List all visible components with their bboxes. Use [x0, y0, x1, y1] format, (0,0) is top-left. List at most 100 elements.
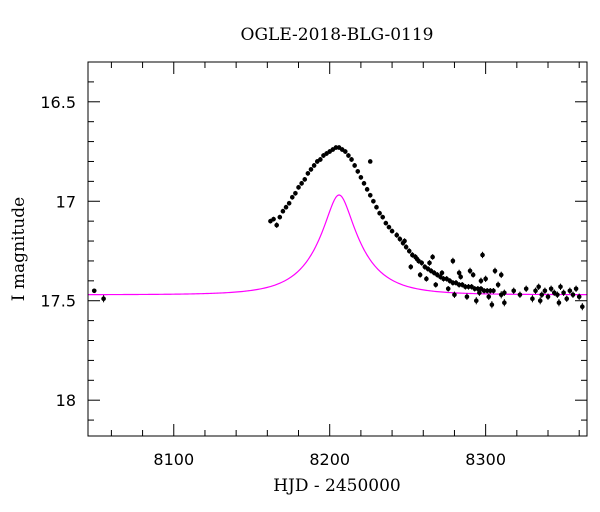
- data-point: [371, 198, 376, 204]
- data-point: [377, 210, 382, 216]
- axis-ticks: [88, 61, 587, 436]
- data-point: [383, 220, 389, 226]
- data-point: [311, 163, 317, 168]
- data-point: [277, 214, 283, 220]
- x-axis-label: HJD - 2450000: [273, 476, 401, 496]
- data-point: [389, 228, 395, 234]
- data-point: [555, 292, 560, 298]
- model-curve: [88, 194, 587, 296]
- data-point: [542, 288, 548, 294]
- data-point: [367, 159, 373, 164]
- data-point: [427, 260, 432, 266]
- data-point: [558, 284, 563, 290]
- data-point: [564, 296, 570, 302]
- data-point: [580, 304, 585, 309]
- data-point: [293, 190, 298, 196]
- data-point: [402, 238, 407, 244]
- data-point: [548, 286, 554, 292]
- data-point: [358, 175, 364, 180]
- data-point: [545, 294, 551, 300]
- x-tick-label: 8200: [309, 450, 350, 469]
- data-point: [101, 296, 106, 302]
- data-point: [380, 214, 386, 220]
- data-point: [283, 204, 289, 210]
- data-point: [492, 268, 498, 274]
- data-point: [445, 286, 451, 292]
- data-point: [296, 185, 301, 190]
- data-point: [570, 292, 576, 298]
- data-point: [561, 290, 566, 296]
- data-point: [533, 288, 538, 294]
- data-point: [502, 300, 507, 306]
- data-point: [567, 288, 573, 294]
- data-point: [305, 171, 311, 176]
- data-point: [450, 258, 456, 264]
- data-point: [470, 272, 476, 278]
- y-tick-label: 18: [56, 391, 76, 410]
- plot-frame: [87, 61, 588, 437]
- data-point: [464, 294, 470, 300]
- data-point: [352, 163, 357, 168]
- data-point: [318, 157, 323, 162]
- data-point: [536, 284, 541, 290]
- y-tick-label: 17.5: [40, 292, 76, 311]
- data-point: [361, 181, 367, 186]
- data-point: [517, 292, 523, 298]
- data-point: [478, 278, 484, 284]
- data-point: [573, 286, 579, 292]
- data-point: [537, 298, 543, 304]
- y-tick-label: 16.5: [40, 93, 76, 112]
- data-point: [355, 169, 361, 174]
- data-point: [480, 252, 485, 258]
- data-point: [439, 270, 445, 276]
- data-points: [91, 145, 585, 311]
- data-point: [456, 270, 462, 276]
- data-point: [419, 260, 425, 266]
- data-point: [346, 153, 351, 158]
- data-point: [523, 286, 529, 292]
- data-point: [414, 256, 420, 262]
- x-tick-label: 8300: [465, 450, 506, 469]
- data-point: [477, 290, 482, 296]
- data-point: [271, 216, 276, 222]
- chart-title: OGLE-2018-BLG-0119: [241, 25, 434, 45]
- data-point: [467, 268, 473, 274]
- data-point: [403, 244, 409, 250]
- axis-tick-labels: 8100 8200 8300 16.5 17 17.5 18: [40, 93, 506, 469]
- data-point: [397, 236, 403, 242]
- data-point: [511, 288, 517, 294]
- data-point: [342, 149, 348, 154]
- data-point: [299, 181, 304, 186]
- data-point: [452, 292, 457, 298]
- data-point: [491, 288, 496, 294]
- data-point: [349, 157, 354, 162]
- data-point: [394, 232, 400, 238]
- data-point: [274, 222, 279, 228]
- data-point: [280, 208, 286, 214]
- data-point: [308, 167, 314, 172]
- data-point: [576, 294, 582, 300]
- data-point: [489, 302, 495, 308]
- data-point: [408, 264, 414, 270]
- data-point: [495, 282, 501, 288]
- data-point: [433, 282, 439, 288]
- y-axis-label: I magnitude: [9, 197, 29, 301]
- data-point: [289, 194, 295, 200]
- data-point: [498, 292, 504, 298]
- data-point: [483, 276, 488, 282]
- data-point: [374, 204, 379, 210]
- data-point: [556, 300, 562, 306]
- data-point: [473, 298, 479, 304]
- data-point: [539, 292, 545, 298]
- data-point: [498, 272, 504, 278]
- data-point: [364, 187, 370, 192]
- data-point: [286, 200, 292, 206]
- data-point: [406, 248, 412, 254]
- x-tick-label: 8100: [153, 450, 194, 469]
- data-point: [430, 254, 435, 260]
- data-point: [302, 177, 308, 182]
- data-point: [530, 296, 535, 302]
- y-tick-label: 17: [56, 192, 76, 211]
- data-point: [386, 224, 392, 230]
